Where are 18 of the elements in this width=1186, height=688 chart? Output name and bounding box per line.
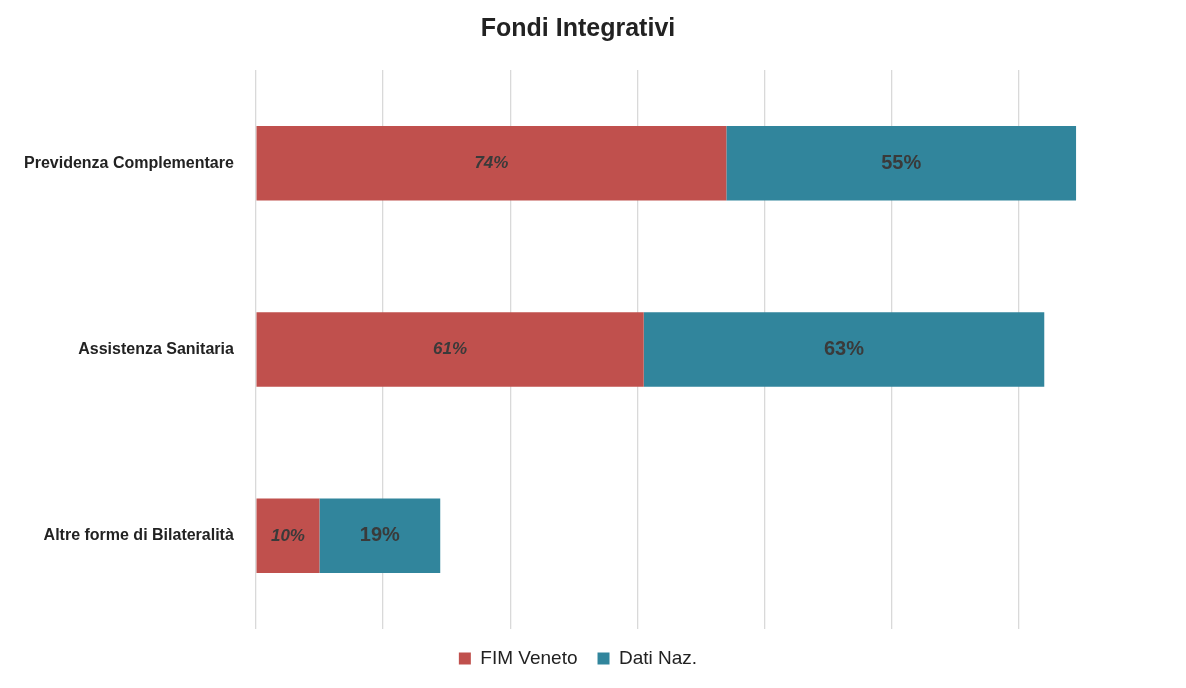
bar	[256, 125, 727, 201]
data-label: 61%	[433, 339, 468, 359]
y-tick-label: Previdenza Complementare	[23, 153, 234, 171]
bar	[319, 498, 441, 574]
legend-label: Dati Naz.	[619, 646, 698, 668]
legend-label: FIM Veneto	[480, 646, 578, 668]
bar	[643, 312, 1045, 387]
bar	[726, 125, 1077, 201]
bar	[256, 312, 644, 387]
bar	[256, 498, 320, 574]
data-label: 19%	[359, 523, 401, 546]
data-label: 63%	[823, 337, 865, 360]
chart-title: Fondi Integrativi	[480, 12, 676, 41]
y-tick-label: Altre forme di Bilateralità	[43, 526, 234, 544]
data-label: 10%	[270, 525, 305, 545]
data-label: 74%	[474, 152, 509, 172]
data-label: 55%	[881, 150, 922, 173]
y-tick-label: Assistenza Sanitaria	[78, 339, 234, 357]
